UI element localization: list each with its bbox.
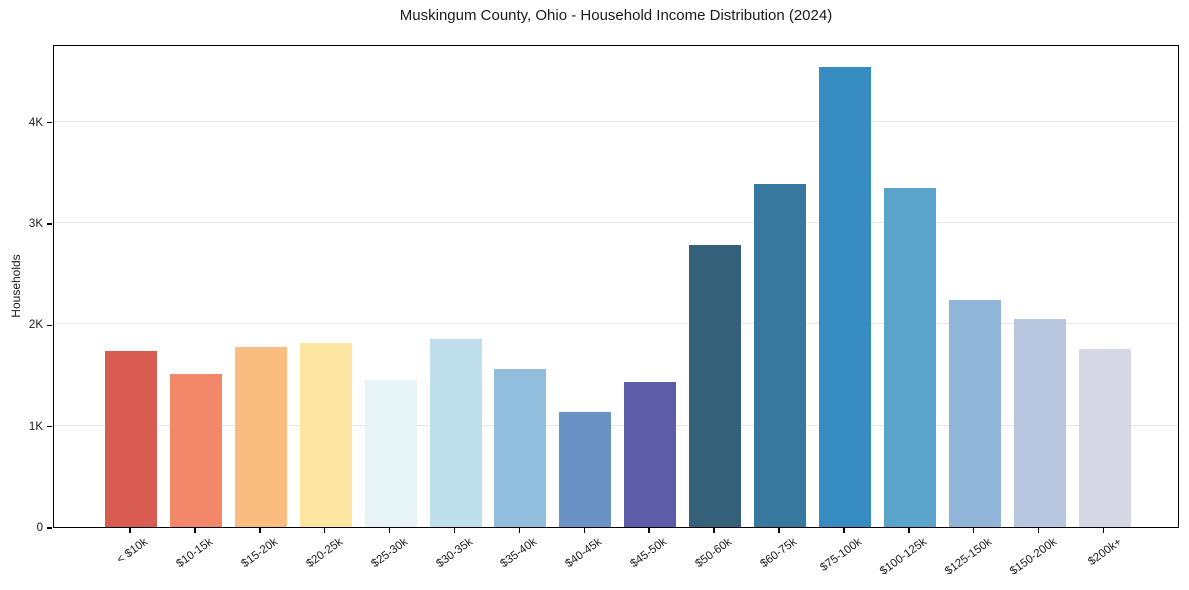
bar-$30-35k — [429, 339, 482, 527]
x-tick-label-$60-75k: $60-75k — [758, 536, 800, 571]
x-tick-label-$75-100k: $75-100k — [818, 536, 864, 574]
bar-$75-100k — [818, 66, 871, 527]
gridline-2K — [54, 323, 1178, 325]
x-tick-$25-30k — [388, 528, 391, 533]
x-tick-$50-60k — [713, 528, 715, 533]
y-tick-3K — [47, 223, 52, 225]
bar-$25-30k — [364, 380, 417, 527]
x-tick-label-$150-200k: $150-200k — [1007, 536, 1059, 578]
x-tick-$40-45k — [583, 528, 586, 533]
x-tick-label-$20-25k: $20-25k — [304, 536, 345, 571]
x-tick-$30-35k — [453, 528, 456, 533]
y-tick-2K — [47, 324, 52, 327]
x-tick-$200k+ — [1102, 528, 1105, 533]
bar-$15-20k — [234, 347, 287, 527]
gridline-3K — [54, 221, 1178, 223]
x-tick-label-< $10k: < $10k — [114, 536, 151, 567]
bar-$50-60k — [689, 245, 742, 527]
bar-$100-125k — [883, 188, 936, 527]
bar-$10-15k — [169, 373, 222, 527]
y-tick-label-4K: 4K — [28, 116, 43, 129]
bar-< $10k — [105, 350, 157, 527]
x-tick-$75-100k — [843, 528, 845, 533]
gridline-1K — [54, 424, 1178, 426]
x-tick-$45-50k — [648, 528, 650, 533]
x-tick-$20-25k — [323, 528, 326, 533]
x-tick-< $10k — [129, 528, 131, 533]
x-tick-label-$50-60k: $50-60k — [693, 536, 735, 571]
x-tick-$150-200k — [1037, 528, 1040, 533]
plot-area — [53, 45, 1179, 528]
x-tick-label-$25-30k: $25-30k — [368, 536, 410, 571]
y-tick-1K — [47, 425, 52, 428]
x-tick-label-$40-45k: $40-45k — [563, 536, 605, 571]
gridline-4K — [54, 120, 1178, 122]
y-tick-label-1K: 1K — [28, 420, 43, 433]
y-tick-label-2K: 2K — [28, 319, 43, 332]
x-tick-$60-75k — [778, 528, 780, 533]
x-tick-label-$35-40k: $35-40k — [498, 536, 540, 571]
y-tick-0 — [47, 527, 52, 529]
y-tick-4K — [47, 121, 52, 124]
bar-$125-150k — [948, 299, 1001, 527]
x-tick-$125-150k — [972, 528, 975, 533]
x-tick-$10-15k — [194, 528, 196, 533]
x-tick-$35-40k — [518, 528, 521, 533]
x-tick-$15-20k — [259, 528, 261, 533]
x-tick-label-$15-20k: $15-20k — [239, 536, 280, 571]
bar-$200k+ — [1078, 348, 1131, 527]
x-tick-label-$125-150k: $125-150k — [942, 536, 994, 578]
x-tick-label-$30-35k: $30-35k — [433, 536, 475, 571]
y-axis-label: Households — [9, 254, 23, 318]
x-tick-label-$10-15k: $10-15k — [174, 536, 215, 571]
bar-$45-50k — [624, 382, 677, 527]
bar-$150-200k — [1013, 319, 1066, 527]
bar-$20-25k — [299, 343, 352, 527]
x-tick-label-$45-50k: $45-50k — [628, 536, 670, 571]
x-tick-label-$200k+: $200k+ — [1085, 536, 1124, 569]
bar-$40-45k — [559, 411, 612, 527]
chart-title: Muskingum County, Ohio - Household Incom… — [399, 7, 833, 24]
bar-$60-75k — [754, 183, 806, 527]
x-tick-$100-125k — [908, 528, 910, 533]
bar-$35-40k — [494, 368, 547, 527]
y-tick-label-3K: 3K — [28, 217, 43, 230]
x-tick-label-$100-125k: $100-125k — [877, 536, 929, 578]
y-tick-label-0: 0 — [36, 522, 43, 534]
